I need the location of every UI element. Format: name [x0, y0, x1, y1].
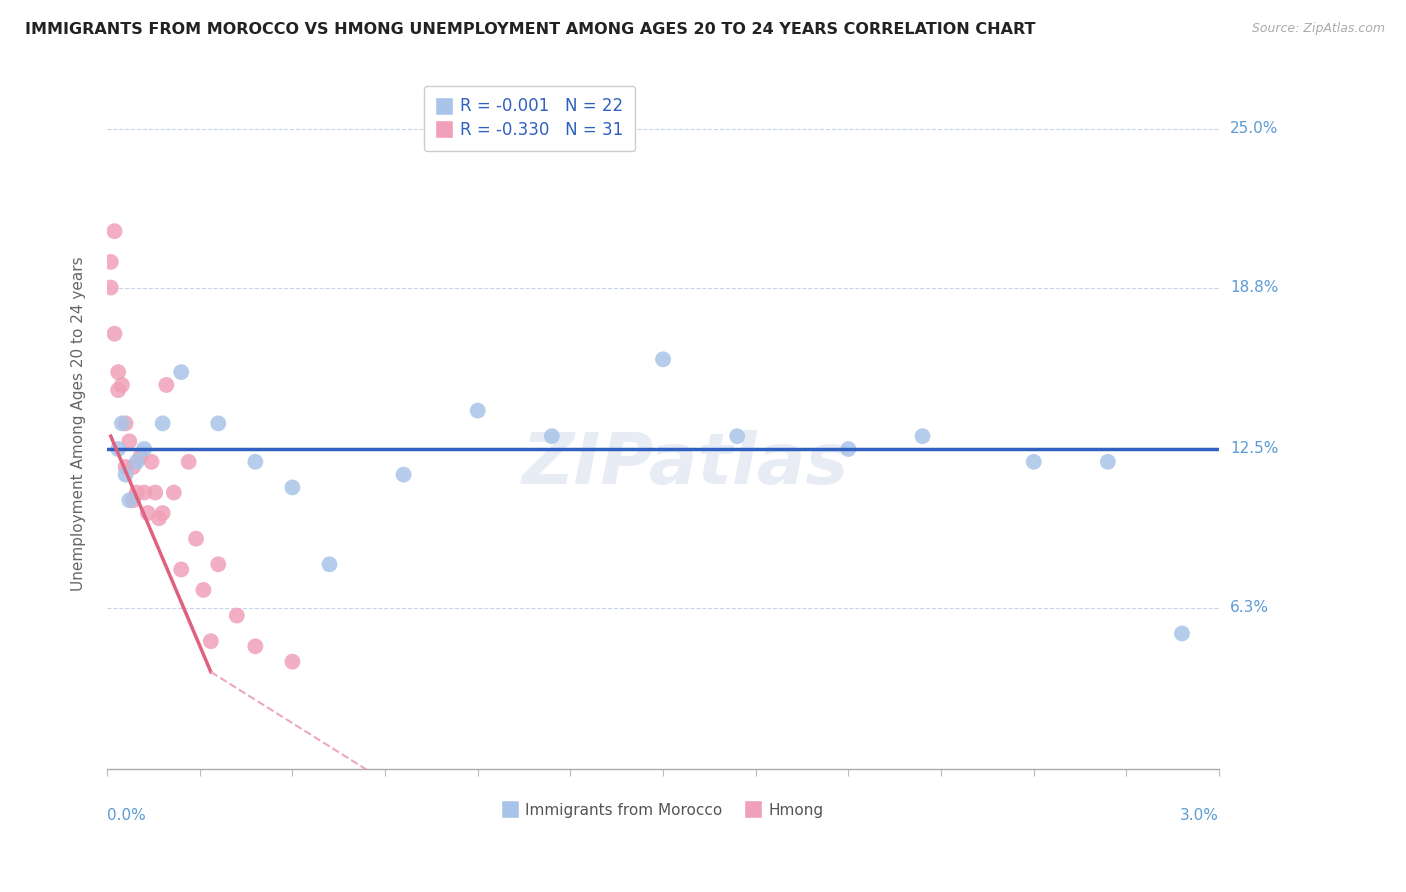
Point [136, 506, 159, 520]
Point [193, 582, 215, 597]
Point [125, 455, 148, 469]
Point [129, 450, 152, 464]
Point [1171, 626, 1194, 640]
Point [114, 467, 136, 482]
Point [467, 403, 489, 417]
Point [725, 429, 748, 443]
Point [177, 455, 200, 469]
Text: 25.0%: 25.0% [1230, 121, 1278, 136]
Point [245, 640, 267, 654]
Point [184, 532, 207, 546]
Point [141, 455, 163, 469]
Point [111, 378, 134, 392]
Point [152, 506, 174, 520]
Point [152, 417, 174, 431]
Point [111, 417, 134, 431]
Point [122, 493, 145, 508]
Point [107, 442, 129, 456]
Legend: Immigrants from Morocco, Hmong: Immigrants from Morocco, Hmong [496, 797, 830, 824]
Point [143, 485, 166, 500]
Point [207, 417, 229, 431]
Point [170, 365, 193, 379]
Point [837, 442, 859, 456]
Point [225, 608, 247, 623]
Point [100, 280, 122, 294]
Point [125, 485, 148, 500]
Point [318, 558, 340, 572]
Point [134, 442, 156, 456]
Point [114, 459, 136, 474]
Text: IMMIGRANTS FROM MOROCCO VS HMONG UNEMPLOYMENT AMONG AGES 20 TO 24 YEARS CORRELAT: IMMIGRANTS FROM MOROCCO VS HMONG UNEMPLO… [25, 22, 1036, 37]
Text: 18.8%: 18.8% [1230, 280, 1278, 295]
Point [103, 224, 125, 238]
Text: 6.3%: 6.3% [1230, 600, 1270, 615]
Text: 12.5%: 12.5% [1230, 442, 1278, 457]
Point [148, 511, 170, 525]
Point [100, 255, 122, 269]
Point [200, 634, 222, 648]
Point [1022, 455, 1045, 469]
Point [281, 480, 304, 494]
Point [245, 455, 267, 469]
Point [118, 434, 141, 449]
Point [652, 352, 675, 367]
Text: Source: ZipAtlas.com: Source: ZipAtlas.com [1251, 22, 1385, 36]
Point [118, 493, 141, 508]
Point [134, 485, 156, 500]
Point [541, 429, 564, 443]
Point [163, 485, 186, 500]
Y-axis label: Unemployment Among Ages 20 to 24 years: Unemployment Among Ages 20 to 24 years [72, 256, 86, 591]
Point [103, 326, 125, 341]
Point [1097, 455, 1119, 469]
Point [281, 655, 304, 669]
Text: 3.0%: 3.0% [1180, 808, 1219, 823]
Point [107, 383, 129, 397]
Point [114, 417, 136, 431]
Point [170, 562, 193, 576]
Point [155, 378, 177, 392]
Point [207, 558, 229, 572]
Point [392, 467, 415, 482]
Text: ZIPatlas: ZIPatlas [522, 430, 849, 500]
Point [911, 429, 934, 443]
Text: 0.0%: 0.0% [107, 808, 146, 823]
Point [122, 459, 145, 474]
Point [107, 365, 129, 379]
